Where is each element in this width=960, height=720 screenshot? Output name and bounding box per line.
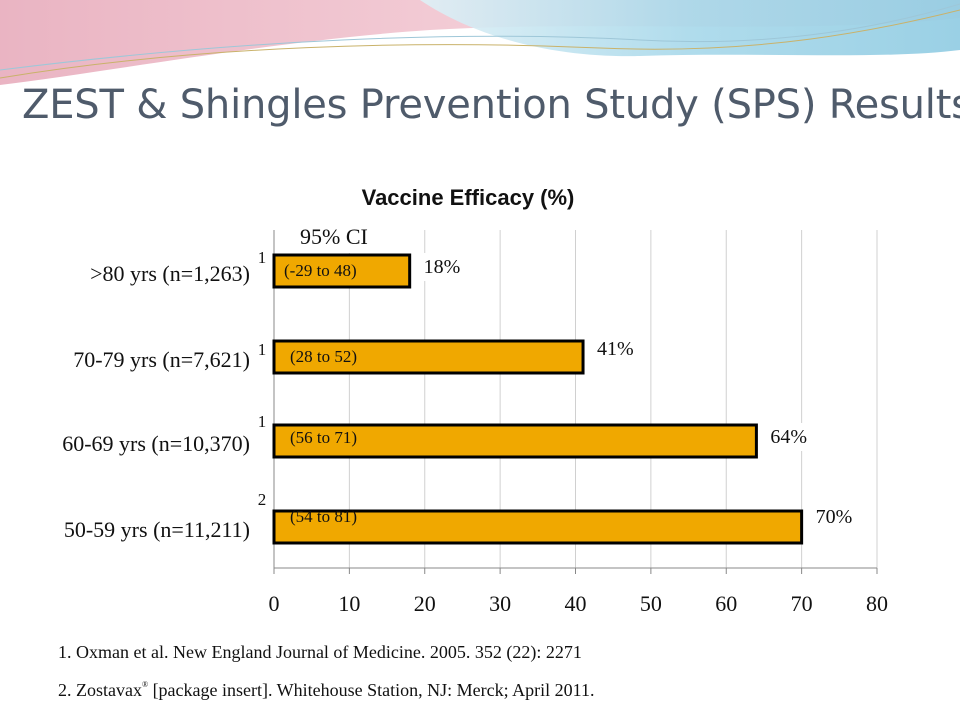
reference-mark: 1 bbox=[258, 248, 267, 267]
value-label: 41% bbox=[597, 338, 634, 360]
x-tick-label: 40 bbox=[565, 591, 587, 616]
reference-mark: 1 bbox=[258, 412, 267, 431]
chart-labels: >80 yrs (n=1,263) 1 (-29 to 48) 18% 70-79 yr… bbox=[62, 248, 864, 542]
chart-title: Vaccine Efficacy (%) bbox=[362, 185, 575, 210]
x-tick-label: 80 bbox=[866, 591, 888, 616]
ci-header: 95% CI bbox=[290, 219, 382, 253]
x-tick-label: 10 bbox=[338, 591, 360, 616]
x-tick-label: 70 bbox=[791, 591, 813, 616]
value-label-box bbox=[593, 335, 646, 363]
bar bbox=[272, 253, 412, 289]
x-tick-label: 50 bbox=[640, 591, 662, 616]
category-label: 70-79 yrs (n=7,621) bbox=[73, 347, 250, 372]
value-label-box bbox=[419, 253, 472, 281]
x-tick-label: 20 bbox=[414, 591, 436, 616]
references: 1. Oxman et al. New England Journal of M… bbox=[58, 642, 594, 718]
ci-label: (28 to 52) bbox=[290, 347, 357, 366]
header-decoration bbox=[0, 0, 960, 85]
value-label: 70% bbox=[816, 506, 853, 528]
x-tick-label: 30 bbox=[489, 591, 511, 616]
category-label: 50-59 yrs (n=11,211) bbox=[64, 517, 250, 542]
ci-header-label: 95% CI bbox=[300, 224, 368, 249]
slide-title: ZEST & Shingles Prevention Study (SPS) R… bbox=[22, 82, 960, 128]
reference-2: 2. Zostavax® [package insert]. Whitehous… bbox=[58, 680, 595, 700]
bar bbox=[272, 509, 804, 545]
registered-mark: ® bbox=[141, 680, 149, 689]
ci-label: (54 to 81) bbox=[290, 507, 357, 526]
value-label: 18% bbox=[424, 256, 461, 278]
x-tick-label: 60 bbox=[715, 591, 737, 616]
reference-1: 1. Oxman et al. New England Journal of M… bbox=[58, 642, 582, 662]
category-label: 60-69 yrs (n=10,370) bbox=[62, 431, 250, 456]
ci-label: (56 to 71) bbox=[290, 428, 357, 447]
value-label-box bbox=[811, 503, 864, 531]
value-label-box bbox=[766, 423, 819, 451]
reference-mark: 2 bbox=[258, 490, 267, 509]
category-label: >80 yrs (n=1,263) bbox=[90, 261, 250, 286]
chart-bars bbox=[272, 253, 804, 545]
ci-label: (-29 to 48) bbox=[284, 261, 357, 280]
reference-mark: 1 bbox=[258, 340, 267, 359]
bar bbox=[272, 423, 758, 459]
efficacy-bar-chart: Vaccine Efficacy (%) 0 10 20 30 40 50 60 70 80 >… bbox=[62, 185, 888, 616]
bar bbox=[272, 339, 585, 375]
value-label: 64% bbox=[770, 426, 807, 448]
x-tick-label: 0 bbox=[269, 591, 280, 616]
